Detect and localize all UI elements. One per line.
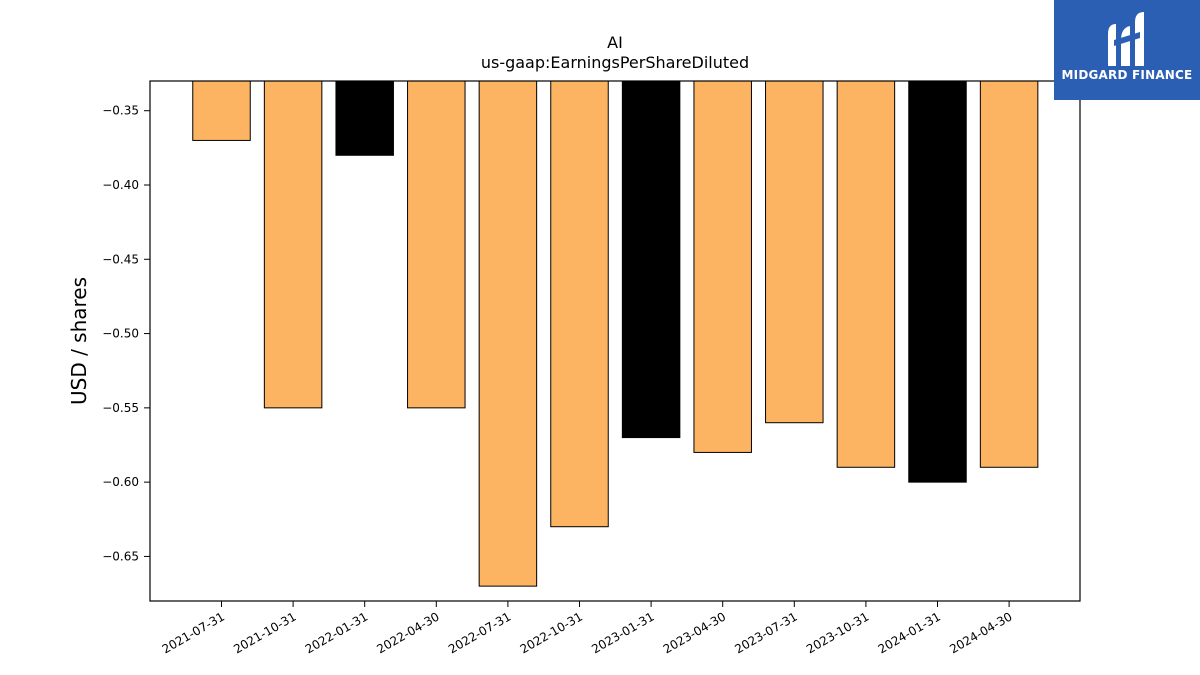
- x-axis: 2021-07-31 2021-10-31 2022-01-31 2022-04-30…: [160, 601, 1015, 656]
- x-tick-label: 2023-01-31: [589, 609, 656, 656]
- y-tick-label: −0.60: [102, 475, 139, 489]
- x-tick-label: 2023-07-31: [732, 609, 799, 656]
- chart-title: AI: [607, 33, 623, 52]
- y-axis: −0.35 −0.40 −0.45 −0.50 −0.55 −0.60 −0.65: [102, 104, 150, 563]
- brand-name: MIDGARD FINANCE: [1061, 68, 1193, 82]
- y-tick-label: −0.50: [102, 327, 139, 341]
- bar-2022-01-31: [335, 80, 394, 156]
- bar-2024-04-30: [979, 80, 1039, 468]
- bar-2023-10-31: [836, 80, 896, 468]
- plot-frame: [149, 80, 1081, 602]
- bar-2022-10-31: [550, 80, 609, 528]
- bars-group: [192, 80, 1039, 587]
- bar-2021-10-31: [263, 80, 323, 409]
- bar-2023-04-30: [693, 80, 752, 453]
- y-tick-label: −0.45: [102, 252, 139, 266]
- y-tick-label: −0.65: [102, 549, 139, 563]
- x-tick-label: 2022-07-31: [446, 609, 513, 656]
- x-tick-label: 2022-04-30: [374, 609, 441, 656]
- brand-mark-icon: [1108, 12, 1144, 66]
- bar-2023-01-31: [621, 80, 681, 439]
- bar-2021-07-31: [192, 80, 251, 141]
- chart-subtitle: us-gaap:EarningsPerShareDiluted: [481, 53, 749, 72]
- x-tick-label: 2023-10-31: [804, 609, 871, 656]
- bar-2024-01-31: [908, 80, 967, 483]
- x-tick-label: 2023-04-30: [661, 609, 728, 656]
- x-tick-label: 2022-01-31: [303, 609, 370, 656]
- bar-2022-07-31: [478, 80, 538, 587]
- y-tick-label: −0.40: [102, 178, 139, 192]
- bar-2022-04-30: [407, 80, 466, 409]
- x-tick-label: 2022-10-31: [518, 609, 585, 656]
- y-tick-label: −0.35: [102, 104, 139, 118]
- y-axis-label: USD / shares: [67, 277, 91, 405]
- bar-2023-07-31: [765, 80, 824, 424]
- y-tick-label: −0.55: [102, 401, 139, 415]
- x-tick-label: 2024-01-31: [876, 609, 943, 656]
- x-tick-label: 2024-04-30: [947, 609, 1014, 656]
- x-tick-label: 2021-07-31: [160, 609, 227, 656]
- brand-logo: MIDGARD FINANCE: [1054, 0, 1200, 100]
- x-tick-label: 2021-10-31: [231, 609, 298, 656]
